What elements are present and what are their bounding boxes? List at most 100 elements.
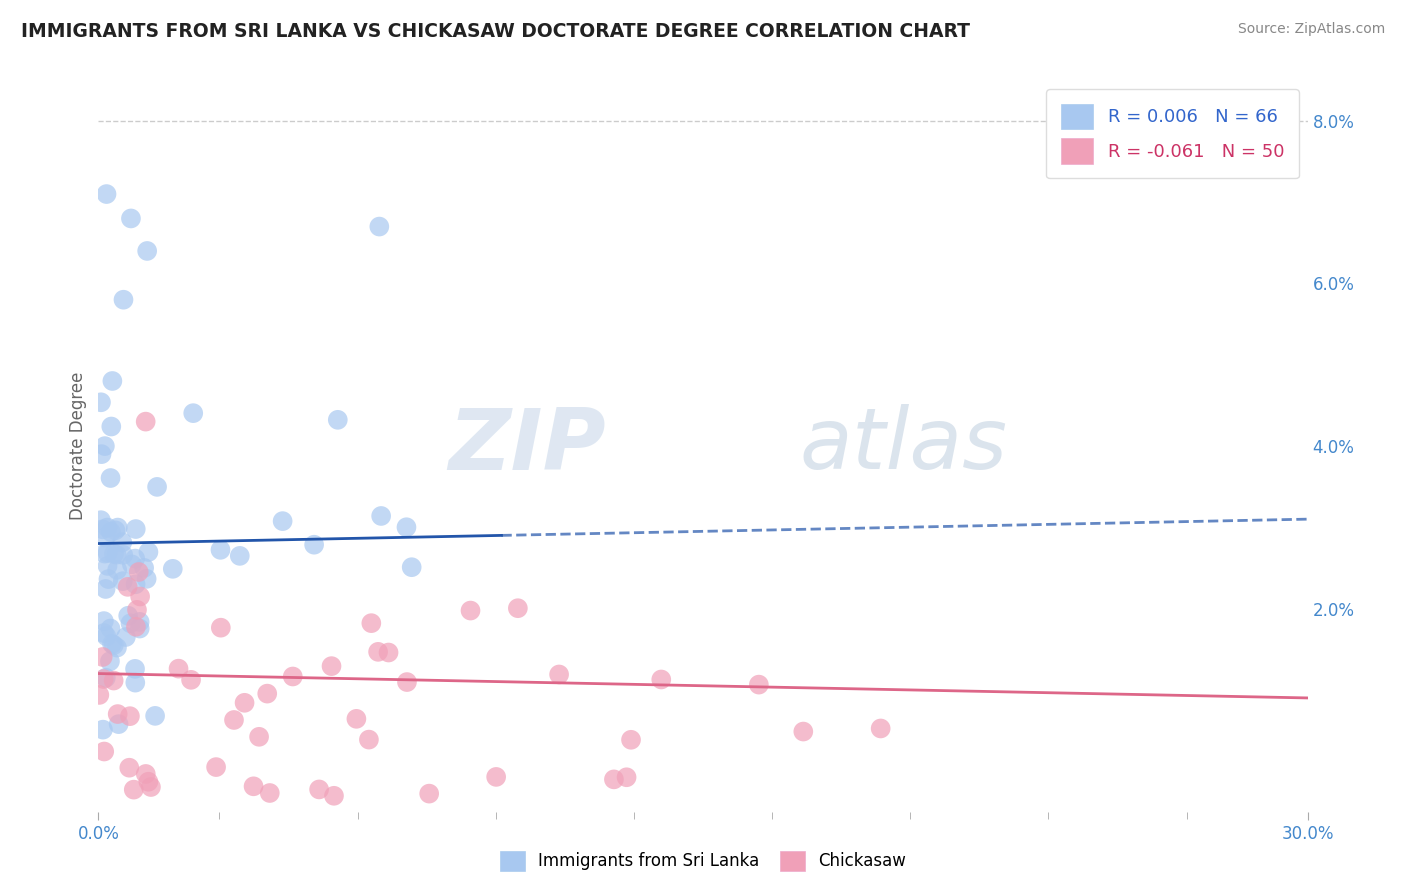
Legend: R = 0.006   N = 66, R = -0.061   N = 50: R = 0.006 N = 66, R = -0.061 N = 50 xyxy=(1046,89,1299,178)
Text: atlas: atlas xyxy=(800,404,1008,488)
Point xyxy=(125,620,148,634)
Point xyxy=(139,780,162,794)
Point xyxy=(124,551,146,566)
Point xyxy=(869,722,891,736)
Point xyxy=(93,672,115,686)
Point xyxy=(117,608,139,623)
Point xyxy=(129,590,152,604)
Point xyxy=(209,542,232,557)
Point xyxy=(395,520,418,534)
Point xyxy=(167,662,190,676)
Point xyxy=(91,723,114,737)
Point xyxy=(506,601,529,615)
Point xyxy=(281,669,304,683)
Point xyxy=(128,615,150,629)
Point xyxy=(485,770,508,784)
Point xyxy=(100,471,122,485)
Point xyxy=(205,760,228,774)
Point xyxy=(107,520,129,534)
Point xyxy=(128,622,150,636)
Point xyxy=(96,520,118,534)
Point xyxy=(181,406,204,420)
Point xyxy=(90,513,112,527)
Point xyxy=(134,561,156,575)
Point xyxy=(135,415,157,429)
Point xyxy=(98,654,121,668)
Text: ZIP: ZIP xyxy=(449,404,606,488)
Point xyxy=(103,673,125,688)
Point xyxy=(117,580,139,594)
Point xyxy=(308,782,330,797)
Point xyxy=(115,630,138,644)
Point xyxy=(323,789,346,803)
Point xyxy=(94,671,117,685)
Point xyxy=(93,745,115,759)
Point xyxy=(112,548,135,562)
Point xyxy=(748,678,770,692)
Point xyxy=(233,696,256,710)
Point xyxy=(100,622,122,636)
Point xyxy=(125,603,148,617)
Point xyxy=(136,244,159,258)
Point xyxy=(460,603,482,617)
Point xyxy=(105,563,128,577)
Point xyxy=(118,761,141,775)
Point xyxy=(103,547,125,561)
Point xyxy=(222,713,245,727)
Point xyxy=(229,549,252,563)
Point xyxy=(105,548,128,562)
Point xyxy=(94,531,117,545)
Point xyxy=(418,787,440,801)
Point xyxy=(121,558,143,572)
Point xyxy=(124,675,146,690)
Point xyxy=(111,535,134,549)
Point xyxy=(370,508,392,523)
Point xyxy=(94,439,117,453)
Point xyxy=(138,545,160,559)
Point xyxy=(94,582,117,596)
Point xyxy=(344,712,367,726)
Point xyxy=(91,650,114,665)
Point xyxy=(101,637,124,651)
Point xyxy=(104,524,127,538)
Text: Source: ZipAtlas.com: Source: ZipAtlas.com xyxy=(1237,22,1385,37)
Point xyxy=(548,667,571,681)
Point xyxy=(120,616,142,631)
Point xyxy=(603,772,626,787)
Point xyxy=(146,480,169,494)
Point xyxy=(91,522,114,536)
Point xyxy=(143,709,166,723)
Point xyxy=(96,629,118,643)
Point xyxy=(124,577,146,591)
Point xyxy=(242,780,264,794)
Point xyxy=(93,626,115,640)
Legend: Immigrants from Sri Lanka, Chickasaw: Immigrants from Sri Lanka, Chickasaw xyxy=(492,842,914,880)
Point xyxy=(326,413,349,427)
Point xyxy=(107,707,129,722)
Point xyxy=(125,522,148,536)
Point xyxy=(650,673,672,687)
Point xyxy=(180,673,202,687)
Point xyxy=(128,565,150,579)
Point xyxy=(122,782,145,797)
Point xyxy=(112,293,135,307)
Point xyxy=(616,770,638,784)
Point xyxy=(321,659,343,673)
Point xyxy=(111,574,134,589)
Point xyxy=(89,688,111,702)
Point xyxy=(103,638,125,652)
Point xyxy=(97,572,120,586)
Point xyxy=(360,616,382,631)
Point xyxy=(271,514,294,528)
Point xyxy=(105,640,128,655)
Point xyxy=(118,709,141,723)
Point xyxy=(401,560,423,574)
Point xyxy=(368,219,391,234)
Point xyxy=(162,562,184,576)
Point xyxy=(138,774,160,789)
Point xyxy=(367,645,389,659)
Point xyxy=(135,572,157,586)
Point xyxy=(96,558,118,573)
Point xyxy=(259,786,281,800)
Point xyxy=(97,546,120,560)
